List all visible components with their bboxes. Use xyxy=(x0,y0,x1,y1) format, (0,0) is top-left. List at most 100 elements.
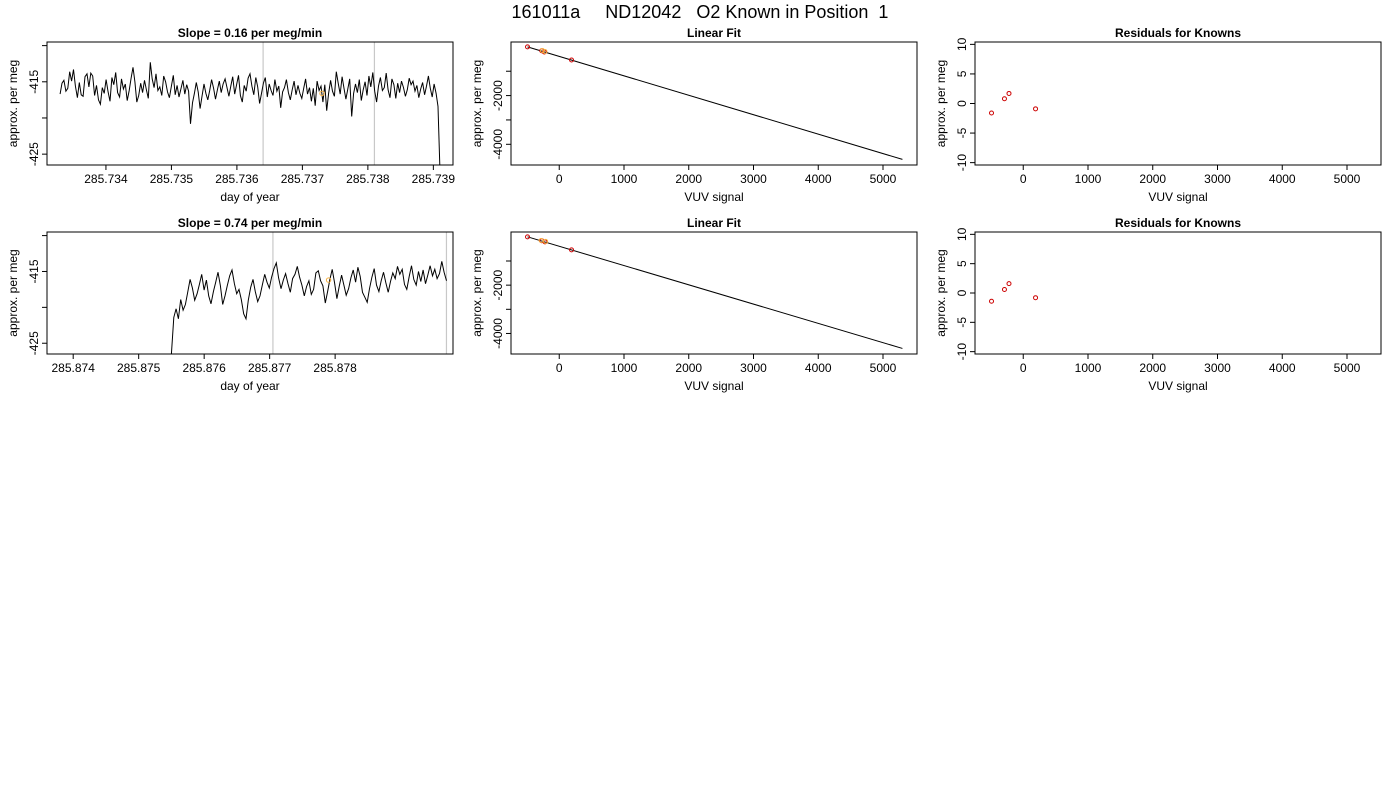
x-tick-label: 4000 xyxy=(1269,172,1296,186)
panel-row1-linearfit: Linear Fit VUV signal approx. per meg 0 1000… xyxy=(470,26,918,204)
data-point xyxy=(542,48,548,54)
plot-frame xyxy=(510,41,918,166)
fit-line xyxy=(527,236,903,349)
x-tick-label: 3000 xyxy=(740,361,767,375)
x-tick-label: 1000 xyxy=(611,361,638,375)
x-tick-label: 285.736 xyxy=(215,172,259,186)
y-tick-label: -10 xyxy=(955,154,969,172)
x-tick-label: 285.737 xyxy=(281,172,325,186)
y-tick-label: -5 xyxy=(955,317,969,328)
x-tick-label: 285.874 xyxy=(51,361,95,375)
data-point xyxy=(989,110,995,116)
chart-title: Slope = 0.16 per meg/min xyxy=(178,26,322,40)
y-tick-label: -4000 xyxy=(491,318,505,349)
x-tick-label: 1000 xyxy=(1075,172,1102,186)
x-tick-label: 2000 xyxy=(1139,361,1166,375)
data-layer xyxy=(525,234,903,349)
x-axis-label: day of year xyxy=(220,190,279,204)
x-tick-label: 5000 xyxy=(1334,172,1361,186)
series-line xyxy=(170,261,447,354)
data-point xyxy=(989,298,995,304)
plot-frame xyxy=(46,231,454,355)
x-axis-label: VUV signal xyxy=(684,379,743,393)
x-tick-label: 0 xyxy=(1020,172,1027,186)
y-tick-label: -415 xyxy=(27,69,41,93)
x-tick-label: 285.739 xyxy=(412,172,456,186)
x-axis-label: VUV signal xyxy=(1148,190,1207,204)
data-point xyxy=(525,234,531,240)
x-tick-label: 285.734 xyxy=(84,172,128,186)
x-tick-label: 285.878 xyxy=(313,361,357,375)
y-axis-label: approx. per meg xyxy=(6,249,20,336)
y-tick-label: 0 xyxy=(955,100,969,107)
y-tick-label: -425 xyxy=(27,142,41,166)
panel-row2-timeseries: Slope = 0.74 per meg/min day of year appro… xyxy=(6,216,454,393)
x-tick-label: 285.735 xyxy=(150,172,194,186)
x-tick-label: 3000 xyxy=(1204,361,1231,375)
plot-frame xyxy=(510,231,918,355)
y-tick-label: 5 xyxy=(955,260,969,267)
data-point xyxy=(543,238,549,244)
x-tick-label: 0 xyxy=(1020,361,1027,375)
data-point xyxy=(1006,90,1012,96)
chart-title: Residuals for Knowns xyxy=(1115,216,1241,230)
y-tick-label: 10 xyxy=(955,227,969,241)
y-tick-label: -415 xyxy=(27,259,41,283)
x-tick-label: 4000 xyxy=(1269,361,1296,375)
y-axis-label: approx. per meg xyxy=(934,60,948,147)
panel-row2-linearfit: Linear Fit VUV signal approx. per meg 0 1000… xyxy=(470,216,918,393)
y-tick-label: 0 xyxy=(955,289,969,296)
series-line xyxy=(59,62,441,165)
data-layer xyxy=(525,44,903,160)
data-point xyxy=(1001,286,1007,292)
y-axis-label: approx. per meg xyxy=(470,249,484,336)
chart-title: Residuals for Knowns xyxy=(1115,26,1241,40)
x-tick-label: 2000 xyxy=(1139,172,1166,186)
panel-row1-residuals: Residuals for Knowns VUV signal approx. pe… xyxy=(934,26,1382,204)
y-tick-label: -2000 xyxy=(491,269,505,300)
y-tick-label: 10 xyxy=(955,37,969,51)
x-tick-label: 0 xyxy=(556,172,563,186)
x-tick-label: 285.738 xyxy=(346,172,390,186)
fit-line xyxy=(527,46,903,160)
y-axis-label: approx. per meg xyxy=(6,60,20,147)
y-axis-label: approx. per meg xyxy=(470,60,484,147)
panel-row2-residuals: Residuals for Knowns VUV signal approx. pe… xyxy=(934,216,1382,393)
chart-title: Slope = 0.74 per meg/min xyxy=(178,216,322,230)
data-point xyxy=(539,48,545,54)
x-tick-label: 1000 xyxy=(1075,361,1102,375)
sample-marker xyxy=(325,277,332,283)
y-axis-label: approx. per meg xyxy=(934,249,948,336)
x-tick-label: 285.876 xyxy=(182,361,226,375)
data-point xyxy=(1006,281,1012,287)
x-axis-label: VUV signal xyxy=(684,190,743,204)
x-tick-label: 5000 xyxy=(870,172,897,186)
x-tick-label: 2000 xyxy=(675,172,702,186)
chart-title: Linear Fit xyxy=(687,216,741,230)
y-tick-label: -2000 xyxy=(491,80,505,111)
x-axis-label: VUV signal xyxy=(1148,379,1207,393)
x-tick-label: 0 xyxy=(556,361,563,375)
plot-frame xyxy=(974,231,1382,355)
data-point xyxy=(1033,295,1039,301)
data-layer xyxy=(59,42,441,165)
data-layer xyxy=(989,281,1039,304)
x-tick-label: 4000 xyxy=(805,172,832,186)
data-point xyxy=(1033,106,1039,112)
data-point xyxy=(538,237,544,243)
y-tick-label: -425 xyxy=(27,331,41,355)
y-tick-label: -4000 xyxy=(491,129,505,160)
plot-frame xyxy=(974,41,1382,166)
x-tick-label: 2000 xyxy=(675,361,702,375)
x-tick-label: 4000 xyxy=(805,361,832,375)
sample-marker xyxy=(319,90,325,97)
panel-row1-timeseries: Slope = 0.16 per meg/min day of year appro… xyxy=(6,26,455,204)
x-axis-label: day of year xyxy=(220,379,279,393)
y-tick-label: -10 xyxy=(955,343,969,361)
y-tick-label: 5 xyxy=(955,70,969,77)
x-tick-label: 5000 xyxy=(870,361,897,375)
plot-frame xyxy=(46,41,454,166)
x-tick-label: 285.875 xyxy=(117,361,161,375)
data-point xyxy=(525,44,531,50)
